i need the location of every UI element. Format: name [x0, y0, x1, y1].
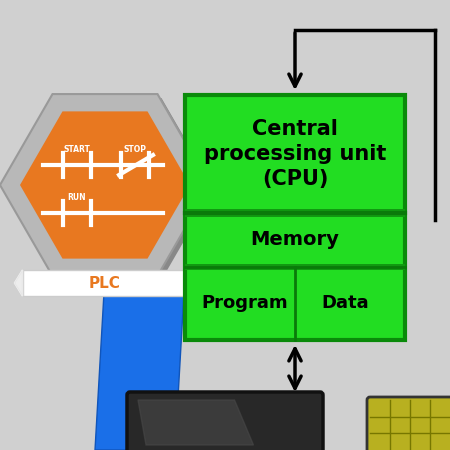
Text: RUN: RUN: [68, 193, 86, 202]
Bar: [185, 95, 405, 340]
Bar: [185, 264, 405, 270]
Text: Data: Data: [322, 294, 369, 312]
Text: Central
processing unit
(CPU): Central processing unit (CPU): [204, 119, 386, 189]
Polygon shape: [14, 270, 22, 296]
Polygon shape: [4, 98, 214, 280]
FancyBboxPatch shape: [127, 392, 323, 450]
Text: Memory: Memory: [251, 230, 339, 249]
Polygon shape: [20, 112, 190, 259]
Bar: [22, 270, 188, 296]
Polygon shape: [0, 94, 210, 276]
Bar: [185, 209, 405, 216]
Polygon shape: [95, 275, 185, 450]
Text: Program: Program: [201, 294, 288, 312]
Text: START: START: [63, 144, 90, 153]
Text: STOP: STOP: [123, 144, 147, 153]
Polygon shape: [14, 270, 22, 296]
Polygon shape: [138, 400, 253, 445]
FancyBboxPatch shape: [367, 397, 450, 450]
Polygon shape: [188, 270, 195, 296]
Text: PLC: PLC: [89, 275, 121, 291]
Polygon shape: [188, 270, 195, 296]
